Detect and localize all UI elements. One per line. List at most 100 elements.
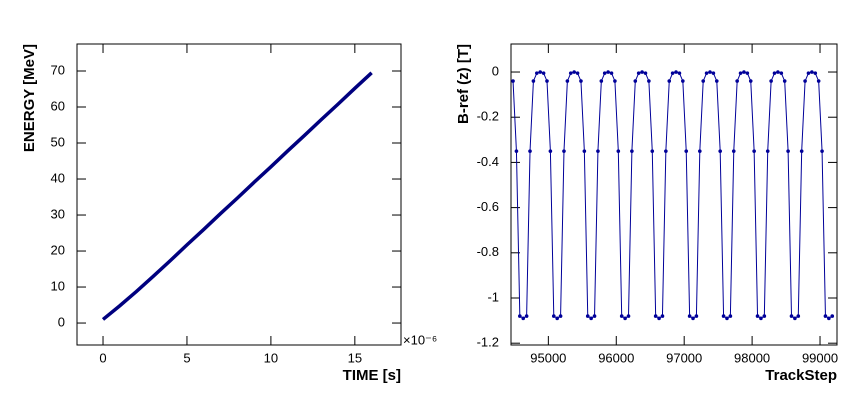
data-point [701, 79, 706, 83]
y-tick-label: 40 [51, 170, 65, 185]
data-line [101, 71, 373, 321]
data-point [738, 71, 743, 75]
data-line [512, 71, 833, 319]
data-point [769, 79, 773, 83]
data-point [660, 314, 665, 318]
data-point [653, 314, 658, 318]
data-point [606, 70, 610, 74]
data-point [551, 314, 556, 318]
data-point [585, 314, 590, 318]
data-point [524, 314, 529, 318]
data-point [721, 314, 726, 318]
plot-frame [76, 43, 402, 346]
data-point [568, 71, 573, 75]
y-tick-label: 20 [51, 242, 65, 257]
data-point [670, 71, 675, 75]
data-point [619, 314, 624, 318]
data-point [803, 79, 807, 83]
data-point [742, 70, 746, 74]
x-axis-multiplier: ×10⁻⁶ [403, 332, 437, 347]
data-point [616, 149, 621, 153]
data-point [596, 149, 600, 153]
data-point [776, 70, 780, 74]
y-tick-label: 30 [51, 206, 65, 221]
data-point [667, 79, 672, 83]
data-point [548, 149, 553, 153]
x-tick-label: 0 [99, 350, 106, 365]
data-point [772, 71, 777, 75]
data-point [633, 79, 638, 83]
data-point [626, 314, 631, 318]
y-tick-label: 70 [51, 62, 65, 77]
data-point [558, 314, 563, 318]
data-point [806, 71, 811, 75]
data-point [810, 70, 814, 74]
x-tick-label: 96000 [598, 350, 634, 365]
data-point [602, 71, 607, 75]
data-point [650, 149, 655, 153]
data-point [511, 79, 515, 83]
data-point [731, 149, 736, 153]
x-tick-label: 15 [348, 350, 362, 365]
data-point [799, 149, 804, 153]
data-point [762, 314, 767, 318]
data-point [531, 79, 536, 83]
data-point [711, 71, 716, 75]
x-tick-label: 98000 [734, 350, 770, 365]
data-point [599, 79, 604, 83]
data-point [575, 71, 580, 75]
data-point [592, 314, 597, 318]
y-tick-label: -0.6 [477, 199, 499, 214]
data-point [521, 316, 526, 321]
data-point [555, 316, 559, 321]
y-tick-label: -0.4 [477, 154, 499, 169]
data-point [789, 314, 794, 318]
data-point [752, 149, 756, 153]
y-tick-label: -0.2 [477, 109, 499, 124]
data-point [538, 70, 543, 74]
x-tick-label: 5 [183, 350, 190, 365]
y-tick-label: 0 [492, 63, 499, 78]
x-axis-label: TIME [s] [343, 367, 401, 384]
data-point [589, 316, 593, 321]
data-point [677, 71, 682, 75]
data-point [755, 314, 760, 318]
data-point [728, 314, 733, 318]
data-point [657, 316, 661, 321]
data-point [765, 149, 770, 153]
data-point [708, 70, 712, 74]
data-point [793, 316, 797, 321]
data-point [725, 316, 729, 321]
y-tick-label: 60 [51, 98, 65, 113]
data-point [623, 316, 627, 321]
data-point [813, 71, 818, 75]
data-point [748, 79, 753, 83]
data-point [514, 149, 519, 153]
data-point [782, 79, 787, 83]
data-point [820, 149, 824, 153]
y-tick-label: 50 [51, 134, 65, 149]
x-tick-label: 95000 [530, 350, 566, 365]
data-point [535, 71, 539, 75]
data-point [640, 70, 644, 74]
data-point [786, 149, 790, 153]
y-axis-label: B-ref (z) [T] [455, 44, 472, 124]
data-point [759, 316, 763, 321]
data-point [582, 149, 587, 153]
data-point [830, 314, 835, 318]
data-point [816, 79, 821, 83]
data-point [541, 71, 546, 75]
x-tick-label: 10 [264, 350, 278, 365]
plot-frame [510, 43, 838, 346]
data-point [691, 316, 695, 321]
data-point [735, 79, 739, 83]
data-point [562, 149, 566, 153]
data-point [681, 79, 685, 83]
data-point [674, 70, 678, 74]
x-tick-label: 97000 [666, 350, 702, 365]
data-point [779, 71, 784, 75]
data-point [694, 314, 699, 318]
data-point [613, 79, 617, 83]
data-point [745, 71, 750, 75]
